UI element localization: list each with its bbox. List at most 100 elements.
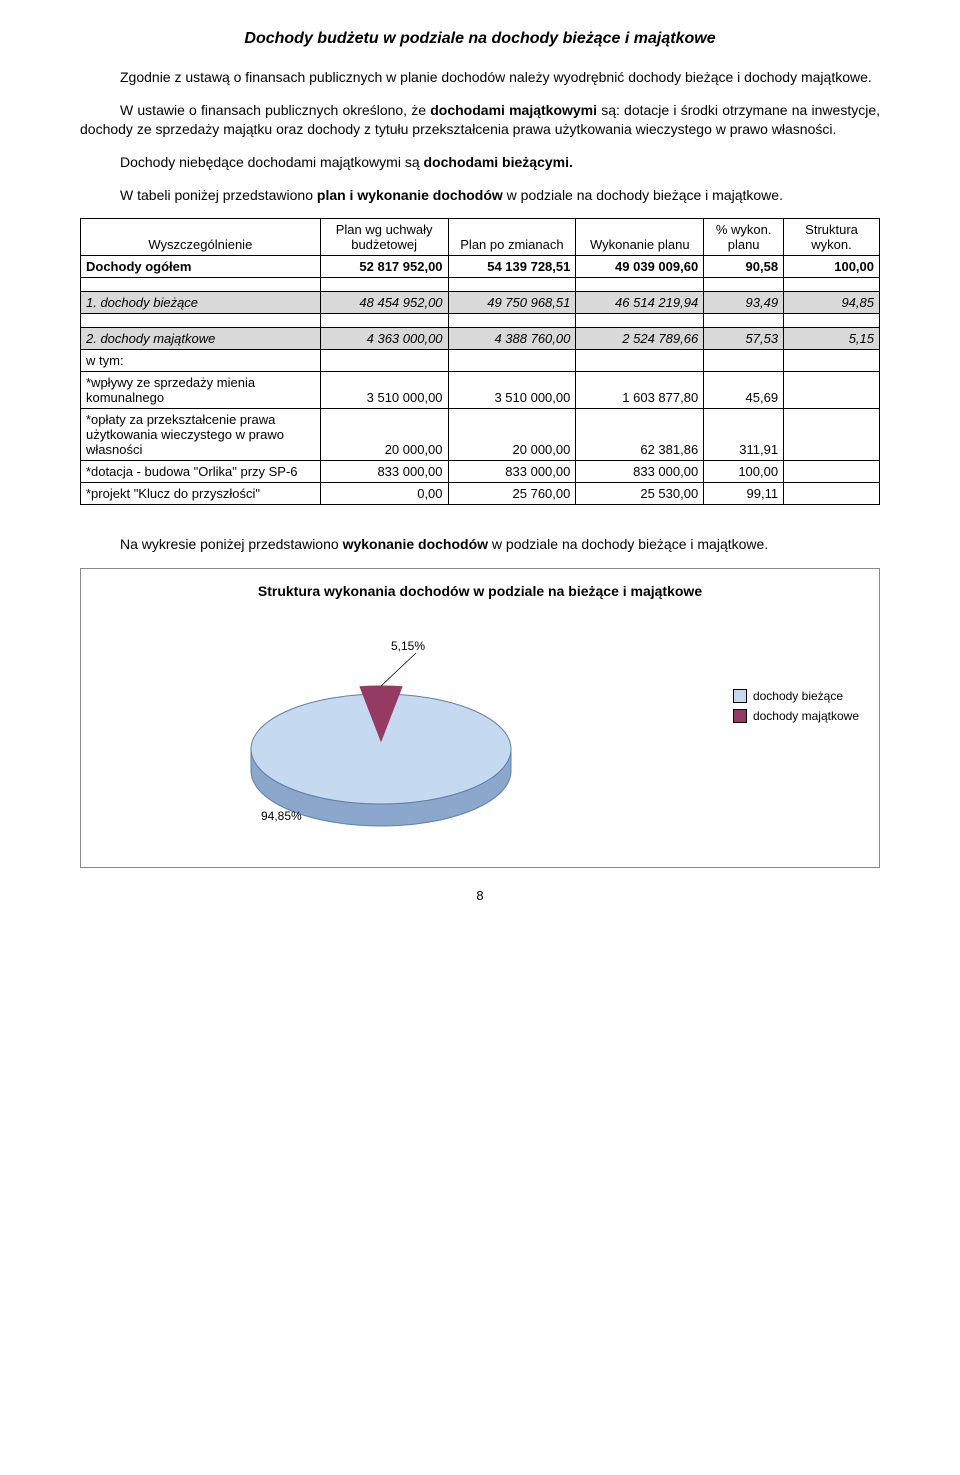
table-row bbox=[81, 278, 880, 292]
table-body: Dochody ogółem52 817 952,0054 139 728,51… bbox=[81, 256, 880, 505]
p4-text-c: w podziale na dochody bieżące i majątkow… bbox=[503, 187, 783, 203]
table-cell: 99,11 bbox=[704, 483, 784, 505]
table-cell: 46 514 219,94 bbox=[576, 292, 704, 314]
table-cell: 833 000,00 bbox=[448, 461, 576, 483]
table-cell: 0,00 bbox=[320, 483, 448, 505]
table-cell: 5,15 bbox=[784, 328, 880, 350]
table-cell: 90,58 bbox=[704, 256, 784, 278]
paragraph-3: Dochody niebędące dochodami majątkowymi … bbox=[80, 153, 880, 172]
table-cell bbox=[704, 350, 784, 372]
table-cell: 49 750 968,51 bbox=[448, 292, 576, 314]
table-header-cell: Wykonanie planu bbox=[576, 219, 704, 256]
table-cell: 52 817 952,00 bbox=[320, 256, 448, 278]
table-row: *wpływy ze sprzedaży mienia komunalnego3… bbox=[81, 372, 880, 409]
table-cell bbox=[784, 409, 880, 461]
legend-swatch-icon bbox=[733, 689, 747, 703]
table-cell: 93,49 bbox=[704, 292, 784, 314]
table-cell bbox=[784, 461, 880, 483]
table-row: 1. dochody bieżące48 454 952,0049 750 96… bbox=[81, 292, 880, 314]
table-cell: 833 000,00 bbox=[320, 461, 448, 483]
legend-label: dochody bieżące bbox=[753, 689, 843, 703]
table-cell bbox=[81, 314, 321, 328]
table-cell: 62 381,86 bbox=[576, 409, 704, 461]
table-cell bbox=[784, 278, 880, 292]
p3-bold: dochodami bieżącymi. bbox=[424, 154, 573, 170]
page-number: 8 bbox=[80, 888, 880, 903]
p2-text-a: W ustawie o finansach publicznych określ… bbox=[120, 102, 430, 118]
table-cell: 3 510 000,00 bbox=[320, 372, 448, 409]
table-cell bbox=[704, 278, 784, 292]
paragraph-5: Na wykresie poniżej przedstawiono wykona… bbox=[80, 535, 880, 554]
table-cell: 94,85 bbox=[784, 292, 880, 314]
table-cell: *projekt "Klucz do przyszłości" bbox=[81, 483, 321, 505]
slice-label-major: 94,85% bbox=[261, 809, 302, 823]
table-header-cell: Plan po zmianach bbox=[448, 219, 576, 256]
table-cell: 3 510 000,00 bbox=[448, 372, 576, 409]
paragraph-2: W ustawie o finansach publicznych określ… bbox=[80, 101, 880, 139]
legend-item: dochody bieżące bbox=[733, 689, 859, 703]
legend-label: dochody majątkowe bbox=[753, 709, 859, 723]
table-cell: *dotacja - budowa "Orlika" przy SP-6 bbox=[81, 461, 321, 483]
table-cell: 57,53 bbox=[704, 328, 784, 350]
chart-title: Struktura wykonania dochodów w podziale … bbox=[81, 569, 879, 599]
paragraph-4: W tabeli poniżej przedstawiono plan i wy… bbox=[80, 186, 880, 205]
table-row: 2. dochody majątkowe4 363 000,004 388 76… bbox=[81, 328, 880, 350]
table-cell bbox=[576, 278, 704, 292]
table-cell bbox=[704, 314, 784, 328]
table-row bbox=[81, 314, 880, 328]
document-page: Dochody budżetu w podziale na dochody bi… bbox=[0, 0, 960, 923]
table-cell bbox=[448, 350, 576, 372]
table-cell: 2. dochody majątkowe bbox=[81, 328, 321, 350]
table-cell: *wpływy ze sprzedaży mienia komunalnego bbox=[81, 372, 321, 409]
table-row: *dotacja - budowa "Orlika" przy SP-6833 … bbox=[81, 461, 880, 483]
table-cell bbox=[576, 350, 704, 372]
table-cell: 20 000,00 bbox=[448, 409, 576, 461]
table-cell: 4 388 760,00 bbox=[448, 328, 576, 350]
p5-text-a: Na wykresie poniżej przedstawiono bbox=[120, 536, 343, 552]
table-cell: *opłaty za przekształcenie prawa użytkow… bbox=[81, 409, 321, 461]
table-header-cell: Wyszczególnienie bbox=[81, 219, 321, 256]
table-cell: 49 039 009,60 bbox=[576, 256, 704, 278]
table-cell: 54 139 728,51 bbox=[448, 256, 576, 278]
table-cell: 1. dochody bieżące bbox=[81, 292, 321, 314]
p4-text-a: W tabeli poniżej przedstawiono bbox=[120, 187, 317, 203]
table-cell: 1 603 877,80 bbox=[576, 372, 704, 409]
p5-bold: wykonanie dochodów bbox=[343, 536, 488, 552]
p4-bold: plan i wykonanie dochodów bbox=[317, 187, 503, 203]
table-row: w tym: bbox=[81, 350, 880, 372]
p3-text-a: Dochody niebędące dochodami majątkowymi … bbox=[120, 154, 424, 170]
table-cell: 100,00 bbox=[704, 461, 784, 483]
table-cell: 311,91 bbox=[704, 409, 784, 461]
table-row: *opłaty za przekształcenie prawa użytkow… bbox=[81, 409, 880, 461]
p2-bold: dochodami majątkowymi bbox=[430, 102, 597, 118]
table-header-row: WyszczególnieniePlan wg uchwały budżetow… bbox=[81, 219, 880, 256]
table-cell: 20 000,00 bbox=[320, 409, 448, 461]
pie-chart-container: Struktura wykonania dochodów w podziale … bbox=[80, 568, 880, 868]
table-cell bbox=[320, 350, 448, 372]
table-cell: 100,00 bbox=[784, 256, 880, 278]
table-cell bbox=[784, 483, 880, 505]
slice-label-minor: 5,15% bbox=[391, 639, 425, 653]
paragraph-1: Zgodnie z ustawą o finansach publicznych… bbox=[80, 68, 880, 87]
table-cell: 4 363 000,00 bbox=[320, 328, 448, 350]
table-header-cell: Struktura wykon. bbox=[784, 219, 880, 256]
legend-swatch-icon bbox=[733, 709, 747, 723]
table-cell: w tym: bbox=[81, 350, 321, 372]
table-cell: Dochody ogółem bbox=[81, 256, 321, 278]
table-cell: 45,69 bbox=[704, 372, 784, 409]
table-header-cell: % wykon. planu bbox=[704, 219, 784, 256]
table-row: Dochody ogółem52 817 952,0054 139 728,51… bbox=[81, 256, 880, 278]
income-table: WyszczególnieniePlan wg uchwały budżetow… bbox=[80, 218, 880, 505]
table-cell bbox=[576, 314, 704, 328]
table-cell bbox=[784, 350, 880, 372]
legend-item: dochody majątkowe bbox=[733, 709, 859, 723]
page-title: Dochody budżetu w podziale na dochody bi… bbox=[80, 30, 880, 48]
table-cell bbox=[320, 278, 448, 292]
table-cell bbox=[448, 314, 576, 328]
table-cell bbox=[784, 372, 880, 409]
table-cell bbox=[784, 314, 880, 328]
table-header-cell: Plan wg uchwały budżetowej bbox=[320, 219, 448, 256]
table-cell: 2 524 789,66 bbox=[576, 328, 704, 350]
table-cell: 48 454 952,00 bbox=[320, 292, 448, 314]
p5-text-c: w podziale na dochody bieżące i majątkow… bbox=[488, 536, 768, 552]
